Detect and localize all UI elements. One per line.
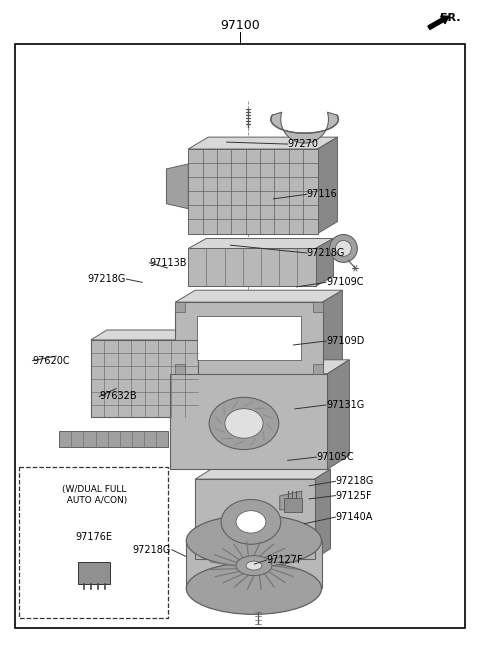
Text: 97218G: 97218G xyxy=(87,274,125,284)
Polygon shape xyxy=(323,290,342,374)
Bar xyxy=(175,364,185,374)
Polygon shape xyxy=(318,137,337,234)
Bar xyxy=(312,364,323,374)
Bar xyxy=(91,340,198,417)
Text: 97218G: 97218G xyxy=(336,476,374,486)
Bar xyxy=(59,432,168,447)
Polygon shape xyxy=(327,359,349,469)
Polygon shape xyxy=(280,491,301,510)
Bar xyxy=(15,44,465,628)
Ellipse shape xyxy=(236,556,272,575)
Polygon shape xyxy=(175,290,342,302)
Text: 97116: 97116 xyxy=(307,190,337,199)
Text: 97632B: 97632B xyxy=(99,392,137,401)
Text: 97620C: 97620C xyxy=(33,356,70,365)
Ellipse shape xyxy=(336,241,351,256)
Text: 97270: 97270 xyxy=(288,139,319,149)
Bar xyxy=(312,302,323,312)
Bar xyxy=(188,149,318,234)
Polygon shape xyxy=(315,239,334,286)
Bar xyxy=(197,316,300,359)
Text: (W/DUAL FULL
  AUTO A/CON): (W/DUAL FULL AUTO A/CON) xyxy=(61,485,127,505)
Polygon shape xyxy=(170,359,349,374)
Ellipse shape xyxy=(236,510,266,533)
Polygon shape xyxy=(186,541,322,588)
Text: 97105C: 97105C xyxy=(316,452,354,462)
Bar xyxy=(78,562,110,584)
Ellipse shape xyxy=(186,563,322,614)
Ellipse shape xyxy=(209,398,279,449)
Bar xyxy=(188,249,315,286)
Ellipse shape xyxy=(246,561,262,570)
Text: 97109D: 97109D xyxy=(326,336,364,346)
Text: 97113B: 97113B xyxy=(149,258,187,268)
Bar xyxy=(175,302,323,374)
Bar xyxy=(175,302,185,312)
FancyArrow shape xyxy=(428,16,449,30)
Ellipse shape xyxy=(221,499,281,544)
Bar xyxy=(170,374,327,469)
Polygon shape xyxy=(91,330,214,340)
Text: 97109C: 97109C xyxy=(326,277,363,287)
Text: 97127F: 97127F xyxy=(266,555,303,565)
Text: 97218G: 97218G xyxy=(132,544,171,555)
Text: 97100: 97100 xyxy=(220,19,260,32)
FancyBboxPatch shape xyxy=(19,467,168,619)
Bar xyxy=(284,498,301,512)
Polygon shape xyxy=(188,239,334,249)
Text: 97218G: 97218G xyxy=(307,248,345,258)
Polygon shape xyxy=(188,137,337,149)
Text: 97176E: 97176E xyxy=(75,532,112,542)
Text: FR.: FR. xyxy=(440,13,461,23)
Ellipse shape xyxy=(186,515,322,567)
Text: 97140A: 97140A xyxy=(336,512,373,522)
Polygon shape xyxy=(271,112,338,143)
Polygon shape xyxy=(195,469,330,479)
Text: 97125F: 97125F xyxy=(336,491,372,501)
Polygon shape xyxy=(167,164,188,209)
Text: 97131G: 97131G xyxy=(326,400,364,410)
Ellipse shape xyxy=(329,235,357,262)
Ellipse shape xyxy=(225,409,263,438)
Polygon shape xyxy=(314,469,330,559)
Bar xyxy=(195,479,314,559)
